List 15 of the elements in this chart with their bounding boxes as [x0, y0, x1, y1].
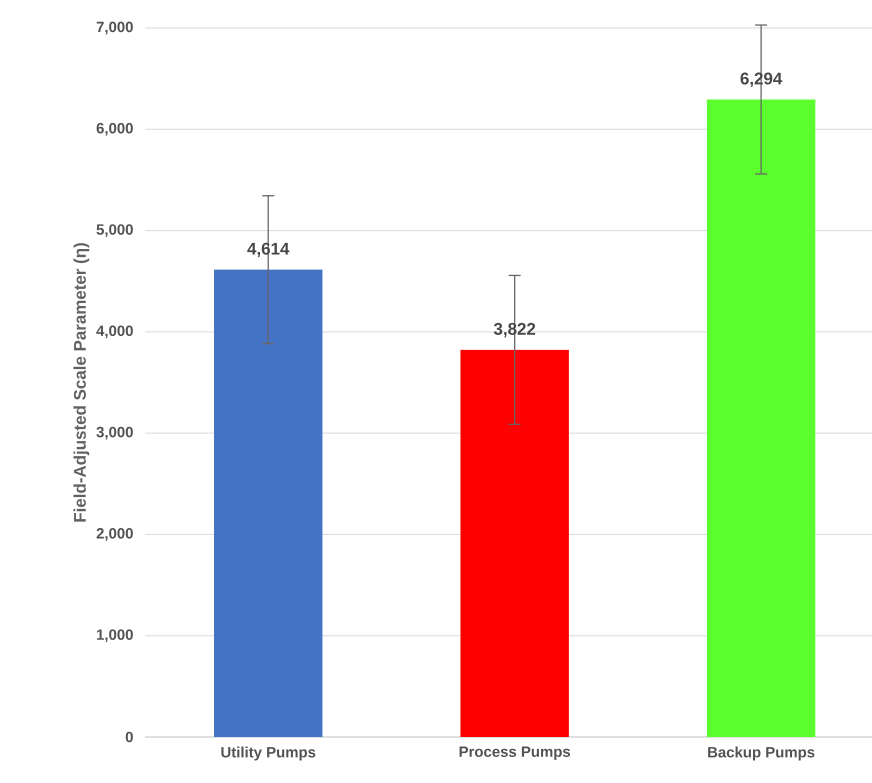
y-tick-label: 7,000	[96, 22, 133, 34]
y-axis-title: Field-Adjusted Scale Parameter (η)	[73, 243, 90, 522]
y-tick-label: 1,000	[97, 629, 133, 642]
y-tick-label: 0	[126, 732, 133, 742]
y-tick-label: 5,000	[96, 224, 133, 237]
y-tick-label: 6,000	[96, 122, 133, 136]
y-tick-label: 3,000	[96, 426, 133, 440]
y-tick-label: 4,000	[96, 325, 133, 338]
x-tick-label: Utility Pumps	[221, 746, 316, 760]
bar	[706, 100, 816, 737]
bar	[460, 350, 569, 737]
x-tick-label: Process Pumps	[460, 746, 570, 760]
bar	[214, 270, 322, 737]
y-tick-label: 2,000	[96, 528, 133, 541]
x-tick-label: Backup Pumps	[708, 746, 814, 760]
